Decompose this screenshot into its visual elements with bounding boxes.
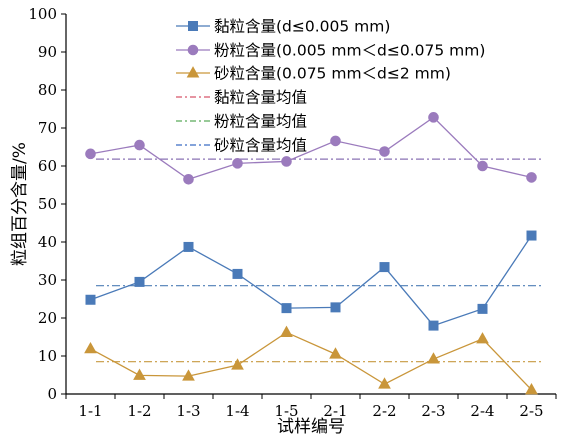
mean-lines: [96, 158, 544, 363]
data-point: [134, 139, 145, 151]
data-point: [187, 44, 199, 56]
legend-item: 黏粒含量均值: [176, 89, 307, 107]
data-point: [526, 172, 537, 183]
data-point: [134, 276, 145, 287]
y-tick-label: 50: [38, 195, 57, 213]
series-line: [90, 235, 533, 327]
x-axis-title: 试样编号: [277, 417, 345, 437]
y-tick-label: 40: [38, 233, 57, 251]
legend-label: 砂粒含量(0.075 mm＜d≤2 mm): [214, 65, 451, 83]
legend-item: 粉粒含量(0.005 mm＜d≤0.075 mm): [176, 42, 485, 60]
chart-axes: 0 10 20 30 40 50 60 70 80 90 100 1-1 1-2 1-3 1-4 1-5 2-1…: [28, 5, 557, 420]
y-tick-label: 100: [28, 5, 57, 23]
data-point: [379, 146, 390, 157]
y-tick-label: 60: [38, 157, 57, 175]
x-tick-label: 1-3: [176, 402, 200, 420]
data-point: [525, 382, 538, 395]
series-line: [90, 331, 532, 391]
data-point: [329, 347, 342, 359]
y-tick-label: 10: [38, 347, 57, 365]
data-point: [280, 325, 293, 337]
data-point: [427, 352, 440, 364]
data-point: [330, 302, 341, 313]
data-point: [428, 320, 439, 331]
data-point: [133, 368, 146, 380]
series-line: [90, 116, 532, 181]
legend-item: 黏粒含量(d≤0.005 mm): [176, 18, 390, 36]
data-point: [232, 158, 243, 169]
x-tick-label: 2-3: [421, 402, 445, 420]
legend-label: 黏粒含量均值: [214, 89, 307, 107]
y-tick-label: 0: [47, 385, 57, 403]
data-point: [183, 174, 194, 185]
data-point: [85, 294, 96, 305]
data-point: [476, 332, 489, 344]
data-point: [477, 160, 488, 172]
y-tick-label: 30: [38, 271, 57, 289]
x-tick-label: 2-4: [470, 402, 494, 420]
x-tick-label: 2-5: [519, 402, 543, 420]
legend-item: 砂粒含量(0.075 mm＜d≤2 mm): [176, 65, 451, 83]
y-axis-title: 粒组百分含量/%: [10, 142, 30, 266]
legend-label: 粉粒含量(0.005 mm＜d≤0.075 mm): [214, 42, 485, 60]
data-point: [281, 303, 292, 314]
x-tick-label: 1-5: [274, 402, 298, 420]
series: [85, 230, 537, 331]
data-point: [182, 369, 195, 381]
y-tick-label: 70: [38, 119, 57, 137]
y-tick-label: 20: [38, 309, 57, 327]
series: [85, 112, 537, 185]
legend-item: 砂粒含量均值: [176, 137, 307, 155]
legend-item: 粉粒含量均值: [176, 113, 307, 131]
legend-label: 砂粒含量均值: [214, 137, 307, 155]
data-point: [379, 262, 390, 273]
data-point: [84, 341, 97, 354]
data-point: [183, 241, 194, 252]
data-point: [231, 358, 244, 370]
y-tick-label: 80: [38, 81, 57, 99]
data-point: [378, 377, 391, 389]
legend-label: 粉粒含量均值: [214, 113, 307, 131]
x-tick-label: 2-2: [372, 402, 396, 420]
data-point: [526, 230, 537, 241]
series: [84, 325, 538, 395]
legend: 黏粒含量(d≤0.005 mm) 粉粒含量(0.005 mm＜d≤0.075 mm…: [176, 18, 485, 155]
series-layer: [84, 112, 538, 395]
data-point: [232, 268, 243, 279]
x-tick-label: 1-1: [78, 402, 102, 420]
x-tick-label: 1-4: [225, 402, 249, 420]
data-point: [477, 303, 488, 314]
data-point: [186, 66, 200, 78]
x-tick-label: 1-2: [127, 402, 151, 420]
data-point: [85, 148, 96, 160]
data-point: [281, 156, 292, 167]
legend-label: 黏粒含量(d≤0.005 mm): [214, 18, 390, 36]
x-tick-label: 2-1: [323, 402, 347, 420]
y-tick-label: 90: [38, 43, 57, 61]
data-point: [330, 135, 341, 147]
data-point: [188, 21, 198, 31]
data-point: [428, 112, 439, 123]
